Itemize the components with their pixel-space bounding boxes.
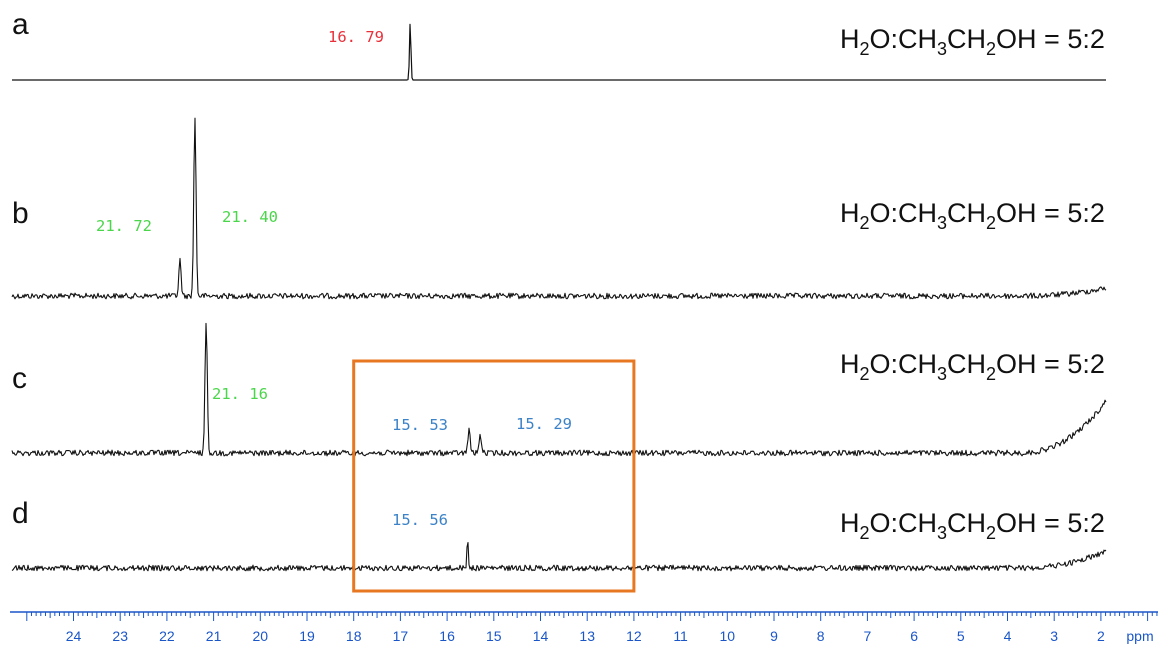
panel-label-a: a xyxy=(12,8,29,41)
tick-label-15: 15 xyxy=(486,628,502,644)
tick-label-5: 5 xyxy=(957,628,965,644)
spectrum-trace-a xyxy=(12,23,1106,81)
solvent-ratio-label-a: H2O:CH3CH2OH = 5:2 xyxy=(840,24,1105,59)
tick-label-3: 3 xyxy=(1050,628,1058,644)
tick-label-18: 18 xyxy=(346,628,362,644)
spectrum-trace-d xyxy=(11,541,1107,572)
panel-label-d: d xyxy=(12,497,29,530)
panel-label-c: c xyxy=(12,362,27,395)
peak-label-a-0: 16. 79 xyxy=(328,28,384,46)
peak-label-b-1: 21. 40 xyxy=(222,208,278,226)
tick-label-11: 11 xyxy=(673,628,688,644)
tick-label-22: 22 xyxy=(159,628,175,644)
spectra-labels: a H2O:CH3CH2OH = 5:2 16. 79 b H2O:CH3CH2OH =… xyxy=(12,8,1105,543)
tick-label-23: 23 xyxy=(112,628,128,644)
highlight-box xyxy=(352,359,636,593)
ppm-axis: 24 23 22 21 20 19 18 17 16 15 14 13 12 11 10 9 8 7 6 5 4 3 2 pp… xyxy=(10,611,1158,644)
tick-label-16: 16 xyxy=(439,628,455,644)
solvent-ratio-label-d: H2O:CH3CH2OH = 5:2 xyxy=(840,508,1105,543)
tick-label-4: 4 xyxy=(1004,628,1012,644)
tick-label-21: 21 xyxy=(206,628,222,644)
highlight-layer xyxy=(352,359,636,593)
tick-label-8: 8 xyxy=(817,628,825,644)
tick-label-12: 12 xyxy=(626,628,642,644)
axis-unit-label: ppm xyxy=(1126,628,1153,644)
peak-label-c-2: 15. 29 xyxy=(516,415,572,433)
tick-label-7: 7 xyxy=(864,628,872,644)
tick-label-9: 9 xyxy=(770,628,778,644)
solvent-ratio-label-c: H2O:CH3CH2OH = 5:2 xyxy=(840,349,1105,384)
spectrum-trace-c xyxy=(11,322,1107,457)
tick-label-13: 13 xyxy=(579,628,595,644)
spectra-traces xyxy=(11,23,1107,572)
tick-label-24: 24 xyxy=(66,628,82,644)
peak-label-d-0: 15. 56 xyxy=(392,511,448,529)
tick-label-6: 6 xyxy=(910,628,918,644)
spectrum-trace-b xyxy=(11,117,1107,300)
tick-label-19: 19 xyxy=(299,628,315,644)
tick-label-2: 2 xyxy=(1097,628,1105,644)
tick-label-20: 20 xyxy=(253,628,269,644)
panel-label-b: b xyxy=(12,197,29,230)
tick-label-17: 17 xyxy=(393,628,409,644)
solvent-ratio-label-b: H2O:CH3CH2OH = 5:2 xyxy=(840,198,1105,233)
peak-label-c-0: 21. 16 xyxy=(212,385,268,403)
tick-label-10: 10 xyxy=(720,628,736,644)
tick-label-14: 14 xyxy=(533,628,549,644)
peak-label-b-0: 21. 72 xyxy=(96,217,152,235)
peak-label-c-1: 15. 53 xyxy=(392,416,448,434)
